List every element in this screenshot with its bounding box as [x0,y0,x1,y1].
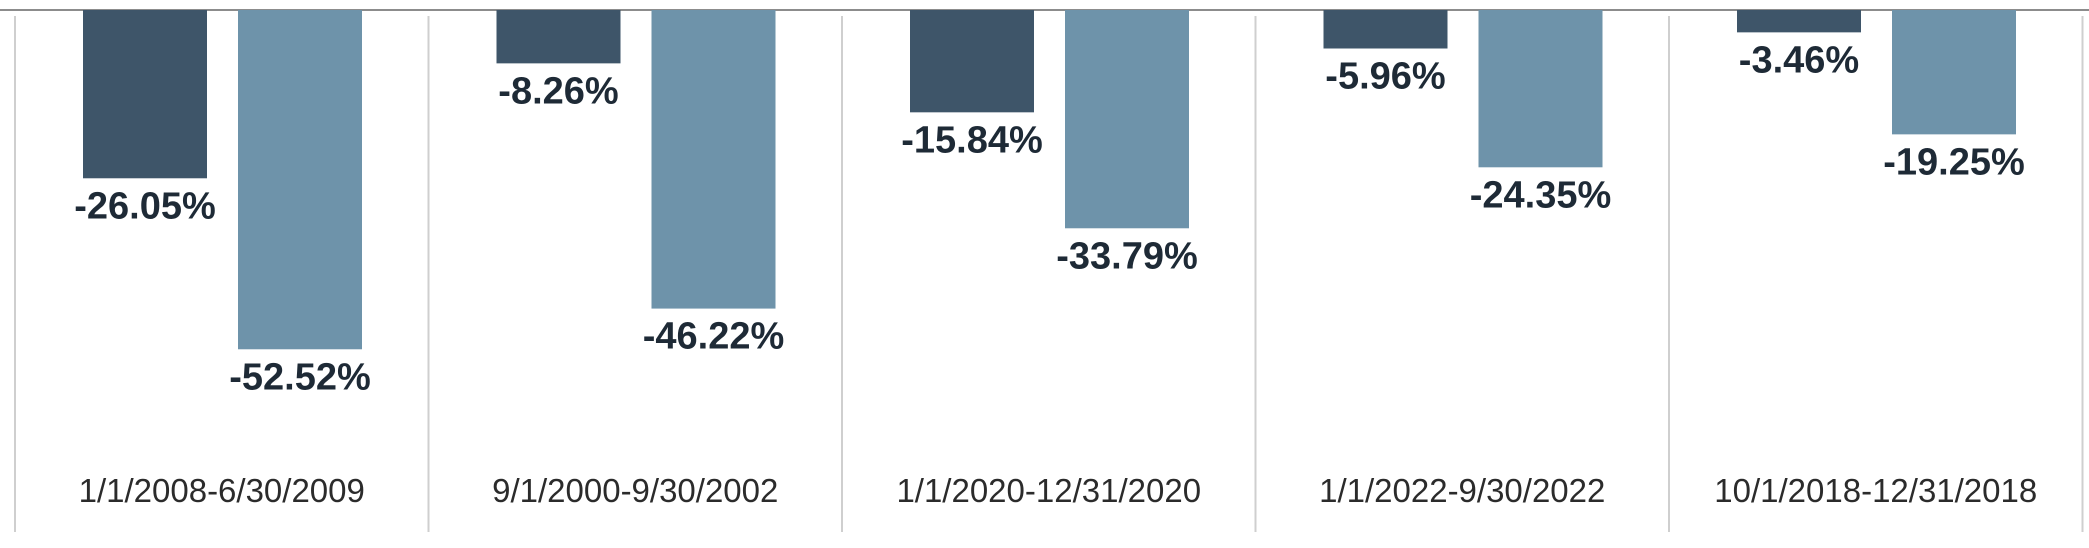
data-label-series-1-2: -8.26% [498,70,618,112]
data-label-series-1-4: -5.96% [1325,56,1445,98]
category-label-1: 1/1/2008-6/30/2009 [79,472,365,509]
data-label-series-1-3: -15.84% [901,119,1043,161]
bar-series-2-5 [1892,10,2016,135]
bar-series-2-2 [651,10,776,309]
data-label-series-1-5: -3.46% [1739,39,1859,81]
data-label-series-2-4: -24.35% [1470,174,1612,216]
category-label-5: 10/1/2018-12/31/2018 [1714,472,2037,509]
data-label-series-1-1: -26.05% [74,185,216,227]
data-label-series-2-3: -33.79% [1056,235,1198,277]
data-label-series-2-2: -46.22% [643,316,785,358]
bar-series-1-3 [910,10,1034,113]
bar-series-2-4 [1478,10,1603,168]
bar-series-2-1 [238,10,362,350]
data-label-series-2-5: -19.25% [1883,141,2025,183]
category-label-3: 1/1/2020-12/31/2020 [896,472,1201,509]
bar-series-1-4 [1323,10,1448,49]
bar-series-2-3 [1065,10,1189,229]
data-label-series-2-1: -52.52% [229,356,371,398]
category-label-2: 9/1/2000-9/30/2002 [492,472,778,509]
bar-series-1-2 [496,10,621,64]
bar-series-1-5 [1737,10,1861,33]
category-label-4: 1/1/2022-9/30/2022 [1319,472,1605,509]
bar-series-1-1 [83,10,207,179]
